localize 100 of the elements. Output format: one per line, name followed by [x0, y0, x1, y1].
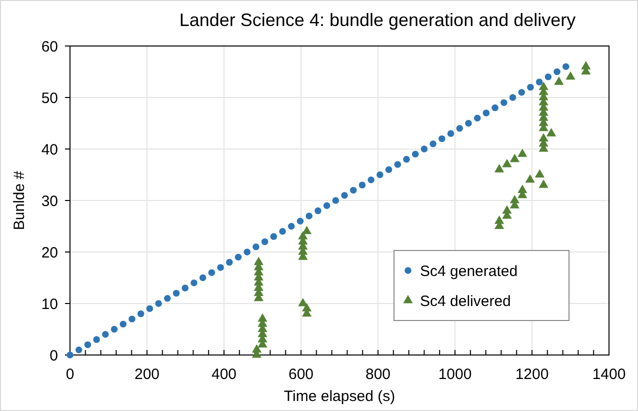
chart-title: Lander Science 4: bundle generation and delivery: [179, 10, 576, 30]
point: [244, 248, 250, 256]
point: [412, 150, 419, 158]
point: [420, 146, 428, 152]
point: [358, 182, 366, 188]
point: [252, 243, 260, 250]
point: [172, 290, 180, 297]
point: [341, 192, 348, 199]
point: [482, 110, 490, 116]
point: [376, 171, 384, 178]
point: [298, 231, 308, 240]
point: [494, 164, 504, 172]
x-tick-label: 200: [134, 366, 160, 383]
point: [474, 114, 481, 122]
point: [510, 194, 520, 204]
point: [500, 99, 508, 106]
point: [252, 344, 262, 353]
point: [217, 264, 224, 271]
point: [137, 310, 144, 318]
y-tick-label: 10: [41, 296, 58, 313]
y-tick-label: 0: [50, 347, 58, 364]
point: [546, 128, 556, 136]
point: [465, 120, 472, 127]
point: [562, 63, 570, 70]
point: [538, 180, 548, 188]
x-tick-label: 1000: [438, 366, 472, 383]
point: [385, 166, 392, 173]
point: [534, 169, 545, 178]
point: [554, 68, 560, 76]
point: [279, 228, 286, 235]
x-tick-label: 1400: [592, 366, 626, 383]
x-tick-label: 800: [365, 366, 391, 383]
point: [394, 161, 402, 168]
point: [102, 331, 109, 338]
point: [93, 336, 100, 343]
point: [258, 313, 268, 322]
point: [502, 158, 512, 168]
x-tick-label: 600: [288, 366, 314, 383]
point: [270, 233, 278, 240]
point: [182, 284, 188, 292]
point: [254, 256, 264, 266]
point: [302, 303, 312, 312]
point: [438, 135, 446, 142]
point: [314, 207, 322, 214]
point: [298, 298, 308, 306]
point: [527, 84, 534, 91]
point: [306, 212, 312, 220]
legend-label: Sc4 delivered: [420, 292, 511, 310]
point: [75, 346, 82, 354]
point: [146, 305, 154, 312]
point: [509, 94, 516, 101]
point: [525, 174, 535, 183]
point: [226, 258, 233, 266]
point: [518, 184, 528, 193]
point: [456, 125, 464, 132]
point: [332, 197, 340, 204]
point: [536, 78, 543, 86]
point: [128, 316, 136, 322]
point: [430, 140, 436, 148]
point: [447, 130, 454, 137]
point: [164, 294, 171, 302]
y-axis-title: Bunlde #: [11, 170, 28, 230]
point: [288, 222, 295, 230]
point: [492, 104, 498, 112]
point: [234, 254, 242, 261]
point: [538, 82, 548, 90]
point: [350, 186, 357, 194]
x-tick-label: 400: [211, 366, 237, 383]
y-tick-label: 60: [41, 38, 58, 56]
point: [566, 71, 576, 80]
point: [544, 74, 552, 80]
point: [190, 280, 198, 286]
point: [581, 61, 591, 70]
y-tick-label: 30: [41, 192, 58, 210]
point: [403, 156, 410, 163]
point: [368, 176, 374, 184]
point: [84, 341, 92, 348]
point: [323, 202, 330, 210]
point: [302, 226, 312, 234]
legend-label: Sc4 generated: [420, 262, 518, 280]
point: [261, 238, 268, 246]
point: [510, 154, 520, 162]
point: [554, 76, 564, 85]
point: [110, 326, 118, 333]
x-axis-title: Time elapsed (s): [284, 388, 396, 405]
y-tick-label: 50: [41, 90, 58, 107]
point: [494, 216, 504, 224]
y-tick-label: 20: [41, 244, 58, 262]
x-tick-label: 0: [66, 366, 74, 383]
y-tick-label: 40: [41, 141, 58, 158]
point: [208, 269, 216, 276]
point: [518, 88, 525, 96]
point: [502, 205, 512, 214]
x-tick-label: 1200: [515, 366, 549, 383]
point: [518, 148, 528, 157]
point: [199, 274, 206, 282]
point: [120, 320, 127, 328]
point: [155, 300, 162, 307]
point: [538, 133, 548, 142]
point: [66, 352, 74, 358]
